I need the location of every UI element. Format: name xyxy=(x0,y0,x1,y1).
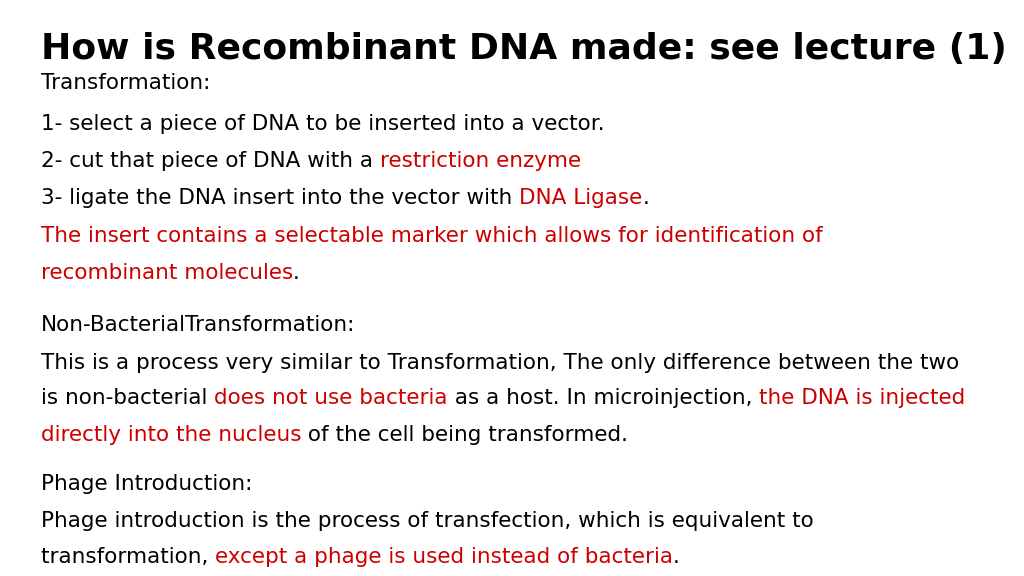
Text: recombinant molecules: recombinant molecules xyxy=(41,263,293,283)
Text: How is Recombinant DNA made: see lecture (1): How is Recombinant DNA made: see lecture… xyxy=(41,32,1007,66)
Text: directly into the nucleus: directly into the nucleus xyxy=(41,425,301,445)
Text: Non-BacterialTransformation:: Non-BacterialTransformation: xyxy=(41,315,355,335)
Text: is non-bacterial: is non-bacterial xyxy=(41,388,214,408)
Text: 2- cut that piece of DNA with a: 2- cut that piece of DNA with a xyxy=(41,151,380,171)
Text: .: . xyxy=(642,188,649,209)
Text: of the cell being transformed.: of the cell being transformed. xyxy=(301,425,629,445)
Text: This is a process very similar to Transformation, The only difference between th: This is a process very similar to Transf… xyxy=(41,353,959,373)
Text: Phage introduction is the process of transfection, which is equivalent to: Phage introduction is the process of tra… xyxy=(41,511,814,531)
Text: .: . xyxy=(673,547,680,567)
Text: 3- ligate the DNA insert into the vector with: 3- ligate the DNA insert into the vector… xyxy=(41,188,519,209)
Text: DNA Ligase: DNA Ligase xyxy=(519,188,642,209)
Text: Transformation:: Transformation: xyxy=(41,73,210,93)
Text: Phage Introduction:: Phage Introduction: xyxy=(41,473,252,494)
Text: restriction enzyme: restriction enzyme xyxy=(380,151,581,171)
Text: .: . xyxy=(293,263,300,283)
Text: as a host. In microinjection,: as a host. In microinjection, xyxy=(447,388,759,408)
Text: the DNA is injected: the DNA is injected xyxy=(759,388,966,408)
Text: transformation,: transformation, xyxy=(41,547,215,567)
Text: does not use bacteria: does not use bacteria xyxy=(214,388,447,408)
Text: 1- select a piece of DNA to be inserted into a vector.: 1- select a piece of DNA to be inserted … xyxy=(41,113,604,134)
Text: The insert contains a selectable marker which allows for identification of: The insert contains a selectable marker … xyxy=(41,226,822,246)
Text: except a phage is used instead of bacteria: except a phage is used instead of bacter… xyxy=(215,547,673,567)
